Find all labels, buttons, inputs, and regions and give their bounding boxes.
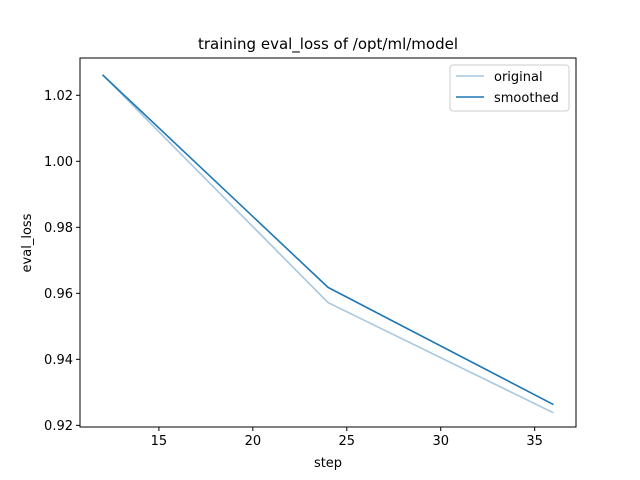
- y-axis-ticks: 0.92 0.94 0.96 0.98 1.00 1.02: [44, 89, 80, 434]
- y-tick-label: 0.98: [44, 221, 73, 236]
- y-tick-label: 1.02: [44, 89, 73, 104]
- x-tick-label: 35: [526, 434, 543, 449]
- y-tick-label: 0.94: [44, 353, 73, 368]
- chart-title: training eval_loss of /opt/ml/model: [198, 35, 458, 54]
- x-tick-label: 30: [432, 434, 449, 449]
- legend: original smoothed: [449, 64, 570, 112]
- plot-frame: [79, 57, 577, 428]
- x-tick-label: 15: [151, 434, 168, 449]
- y-tick-label: 0.96: [44, 287, 73, 302]
- series-line-original: [101, 74, 554, 414]
- x-tick-label: 25: [339, 434, 356, 449]
- series-lines: [101, 74, 554, 414]
- y-axis-label: eval_loss: [20, 213, 35, 272]
- legend-label-smoothed: smoothed: [494, 91, 559, 106]
- legend-label-original: original: [494, 70, 543, 85]
- y-tick-label: 0.92: [44, 419, 73, 434]
- x-axis-ticks: 15 20 25 30 35: [151, 427, 543, 449]
- y-tick-label: 1.00: [44, 155, 73, 170]
- x-axis-label: step: [314, 456, 342, 471]
- series-line-smoothed: [102, 74, 554, 406]
- x-tick-label: 20: [245, 434, 262, 449]
